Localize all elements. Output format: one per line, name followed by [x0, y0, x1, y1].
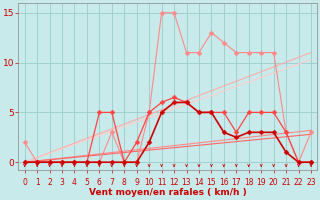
- X-axis label: Vent moyen/en rafales ( km/h ): Vent moyen/en rafales ( km/h ): [89, 188, 247, 197]
